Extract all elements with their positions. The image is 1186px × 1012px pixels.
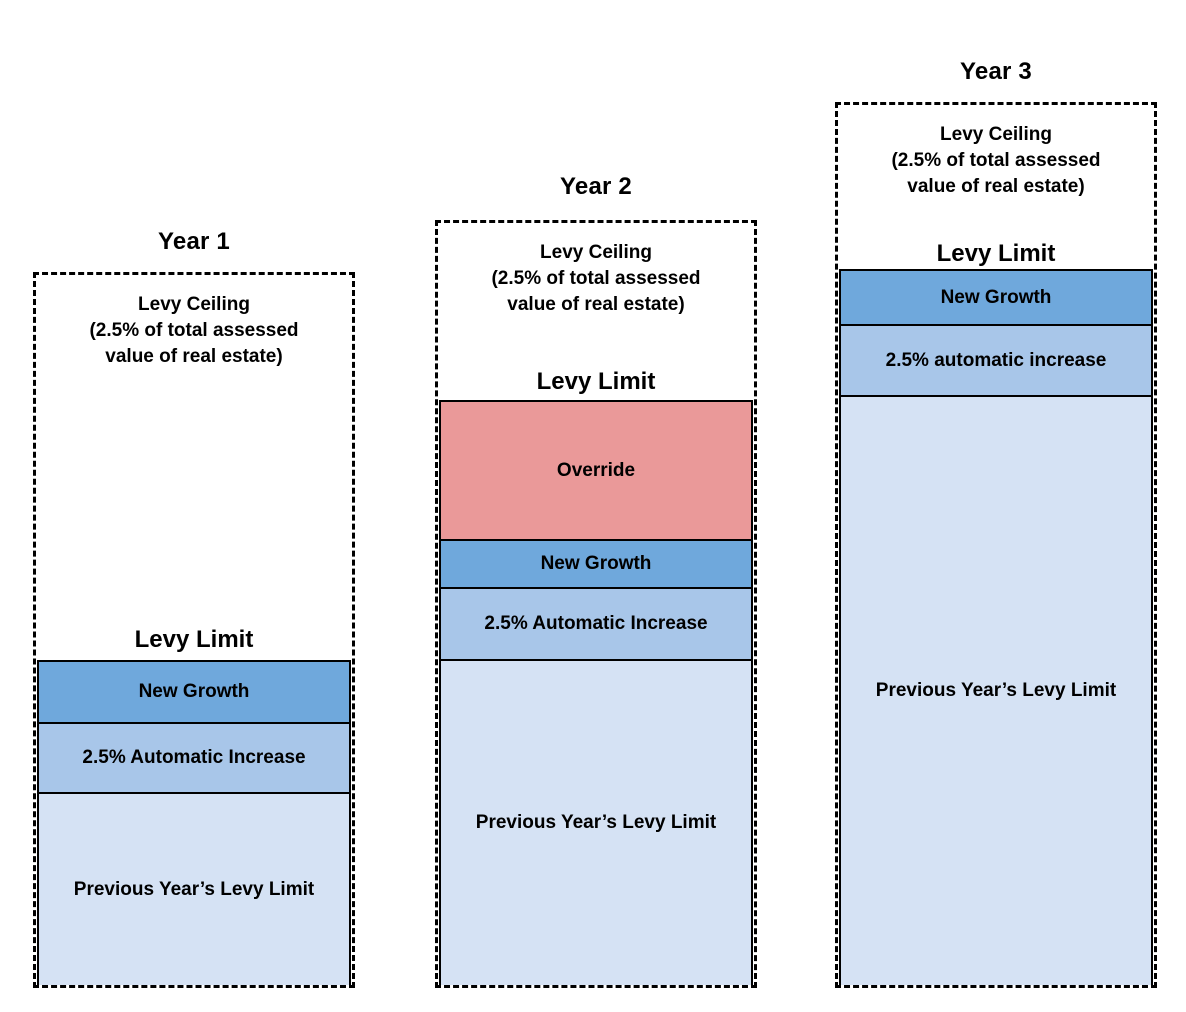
segment-label: Previous Year’s Levy Limit (875, 680, 1117, 701)
year-2-stack: Override New Growth 2.5% Automatic Incre… (439, 400, 753, 985)
segment-label: New Growth (138, 681, 250, 702)
year-3-levy-limit-label: Levy Limit (936, 240, 1056, 267)
year-3-segment-automatic-increase: 2.5% automatic increase (839, 324, 1153, 395)
year-3-segment-previous-levy-limit: Previous Year’s Levy Limit (839, 395, 1153, 985)
year-2-levy-ceiling-label: Levy Ceiling (2.5% of total assessed val… (438, 240, 754, 318)
levy-ceiling-line-2: (2.5% of total assessed (491, 268, 701, 289)
segment-label: New Growth (940, 286, 1052, 308)
levy-ceiling-line-3: value of real estate) (507, 294, 685, 315)
segment-label: Previous Year’s Levy Limit (73, 878, 315, 900)
levy-ceiling-line-2: (2.5% of total assessed (89, 320, 299, 341)
year-1-levy-ceiling-box: Levy Ceiling (2.5% of total assessed val… (33, 272, 355, 988)
year-3-segment-new-growth: New Growth (839, 269, 1153, 324)
year-3-levy-ceiling-label: Levy Ceiling (2.5% of total assessed val… (838, 122, 1154, 200)
segment-label: Override (556, 459, 636, 481)
levy-ceiling-line-3: value of real estate) (105, 346, 283, 367)
levy-ceiling-line-3: value of real estate) (907, 176, 1085, 197)
year-1-title: Year 1 (158, 228, 230, 255)
year-3-stack: New Growth 2.5% automatic increase Previ… (839, 269, 1153, 985)
levy-ceiling-line-1: Levy Ceiling (940, 124, 1052, 145)
segment-label: 2.5% automatic increase (885, 349, 1107, 371)
year-1-segment-automatic-increase: 2.5% Automatic Increase (37, 722, 351, 792)
year-2-segment-override: Override (439, 400, 753, 539)
year-2-segment-previous-levy-limit: Previous Year’s Levy Limit (439, 659, 753, 985)
year-1-segment-new-growth: New Growth (37, 660, 351, 722)
year-1-levy-ceiling-label: Levy Ceiling (2.5% of total assessed val… (36, 292, 352, 370)
year-3-levy-ceiling-box: Levy Ceiling (2.5% of total assessed val… (835, 102, 1157, 988)
levy-ceiling-line-1: Levy Ceiling (138, 294, 250, 315)
levy-ceiling-line-2: (2.5% of total assessed (891, 150, 1101, 171)
levy-ceiling-line-1: Levy Ceiling (540, 242, 652, 263)
year-2-title: Year 2 (560, 173, 632, 200)
year-1-stack: New Growth 2.5% Automatic Increase Previ… (37, 660, 351, 985)
year-1-segment-previous-levy-limit: Previous Year’s Levy Limit (37, 792, 351, 985)
year-1-levy-limit-label: Levy Limit (134, 626, 254, 653)
segment-label: Previous Year’s Levy Limit (475, 812, 717, 833)
year-2-levy-limit-label: Levy Limit (536, 368, 656, 395)
segment-label: 2.5% Automatic Increase (484, 613, 708, 634)
segment-label: 2.5% Automatic Increase (82, 747, 306, 768)
segment-label: New Growth (540, 553, 652, 574)
year-3-title: Year 3 (960, 58, 1032, 85)
year-2-segment-new-growth: New Growth (439, 539, 753, 587)
year-2-levy-ceiling-box: Levy Ceiling (2.5% of total assessed val… (435, 220, 757, 988)
year-2-segment-automatic-increase: 2.5% Automatic Increase (439, 587, 753, 659)
